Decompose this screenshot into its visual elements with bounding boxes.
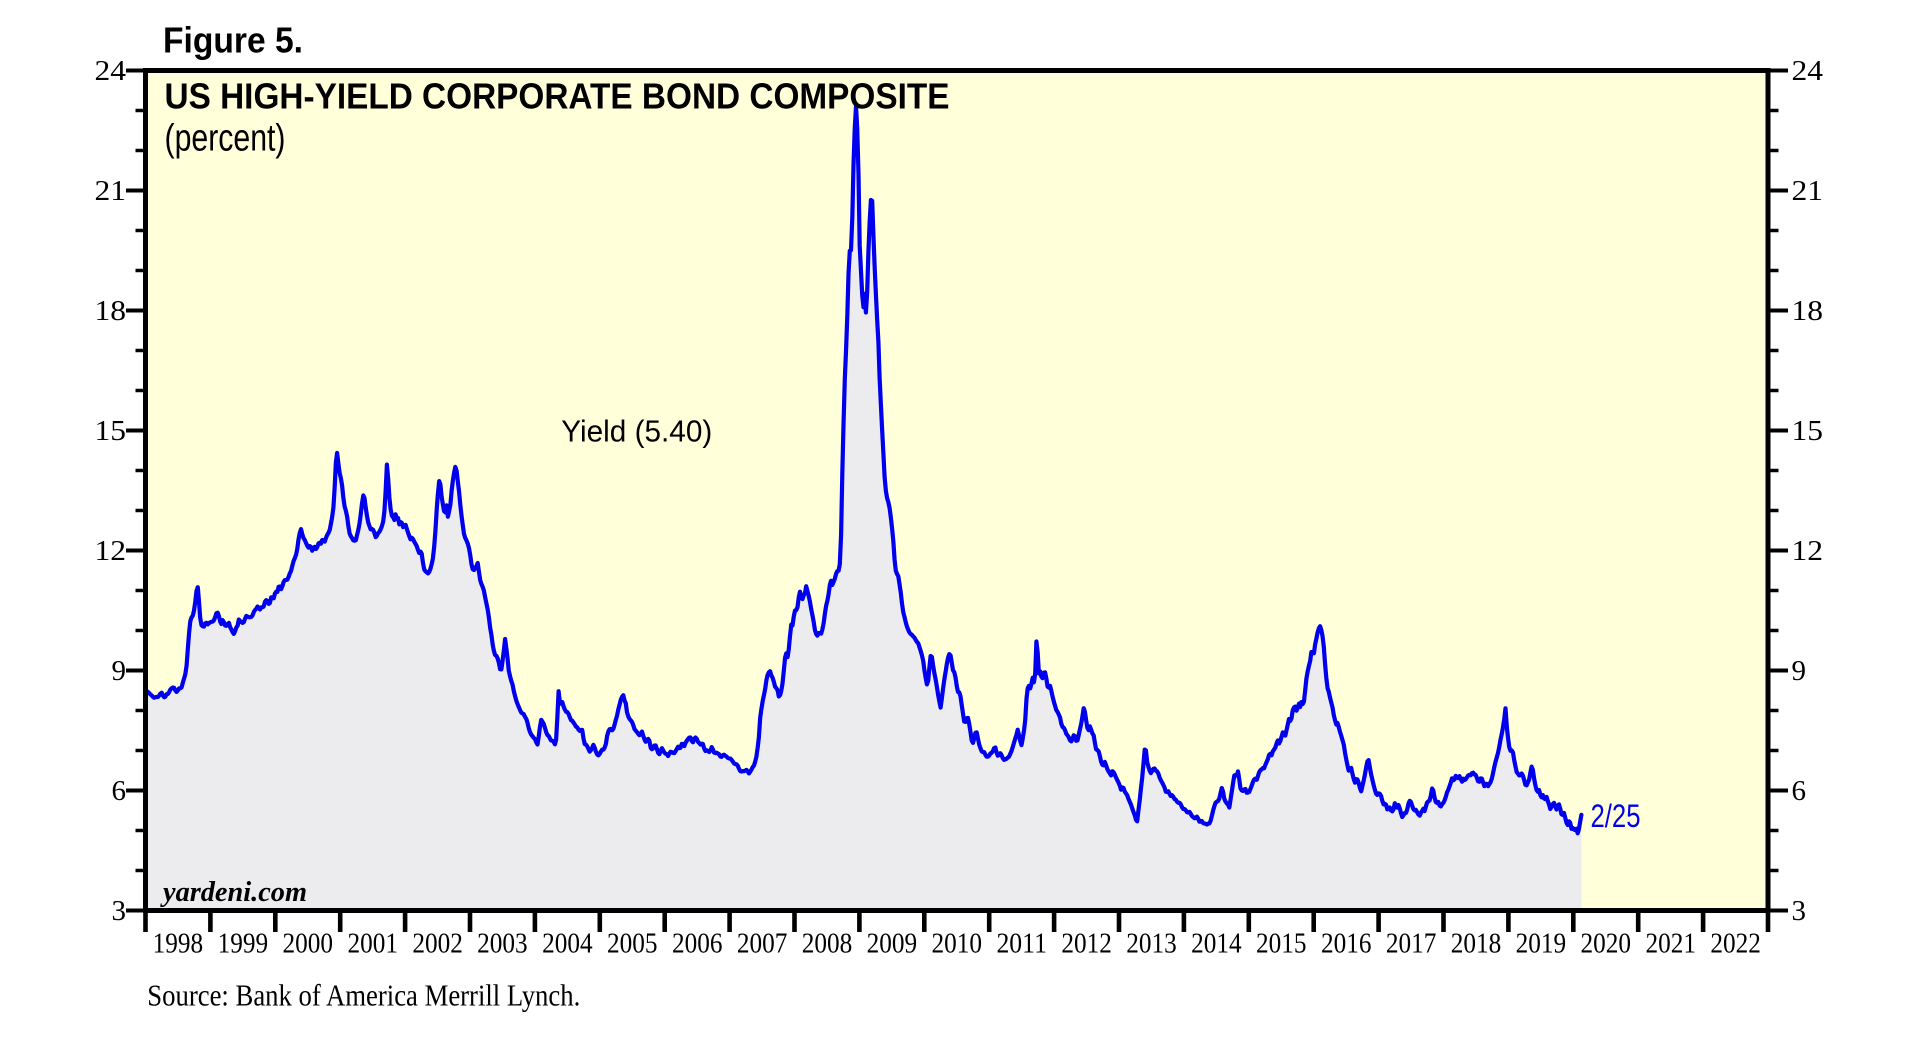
svg-text:9: 9 [1792, 655, 1807, 687]
svg-text:1999: 1999 [218, 928, 269, 960]
svg-text:2009: 2009 [867, 928, 918, 960]
svg-text:2014: 2014 [1191, 928, 1242, 960]
svg-text:2021: 2021 [1645, 928, 1696, 960]
svg-text:6: 6 [112, 775, 127, 807]
svg-text:2012: 2012 [1061, 928, 1112, 960]
svg-text:2008: 2008 [802, 928, 853, 960]
svg-text:2022: 2022 [1710, 928, 1761, 960]
svg-text:24: 24 [1792, 55, 1824, 87]
svg-text:2004: 2004 [542, 928, 593, 960]
svg-text:2002: 2002 [412, 928, 463, 960]
svg-text:2003: 2003 [477, 928, 528, 960]
svg-text:2020: 2020 [1581, 928, 1632, 960]
svg-text:2000: 2000 [283, 928, 334, 960]
svg-text:(percent): (percent) [165, 118, 286, 160]
svg-text:12: 12 [1792, 535, 1824, 567]
svg-text:15: 15 [95, 415, 127, 447]
svg-text:2018: 2018 [1451, 928, 1502, 960]
svg-text:12: 12 [95, 535, 127, 567]
svg-text:2011: 2011 [996, 928, 1047, 960]
svg-text:2013: 2013 [1126, 928, 1177, 960]
svg-text:1998: 1998 [153, 928, 204, 960]
svg-text:6: 6 [1792, 775, 1807, 807]
svg-text:Source: Bank of America Merril: Source: Bank of America Merrill Lynch. [147, 978, 580, 1013]
svg-text:2/25: 2/25 [1591, 798, 1641, 834]
svg-text:21: 21 [95, 175, 127, 207]
svg-text:2007: 2007 [737, 928, 788, 960]
svg-text:2019: 2019 [1516, 928, 1567, 960]
svg-text:US HIGH-YIELD CORPORATE BOND C: US HIGH-YIELD CORPORATE BOND COMPOSITE [165, 75, 950, 116]
svg-text:yardeni.com: yardeni.com [160, 876, 307, 908]
svg-text:Figure 5.: Figure 5. [163, 20, 303, 61]
svg-text:3: 3 [1792, 895, 1807, 927]
svg-text:2010: 2010 [932, 928, 983, 960]
svg-text:2016: 2016 [1321, 928, 1372, 960]
svg-text:2015: 2015 [1256, 928, 1307, 960]
svg-text:3: 3 [112, 895, 127, 927]
svg-text:18: 18 [95, 295, 127, 327]
svg-text:18: 18 [1792, 295, 1824, 327]
svg-text:2005: 2005 [607, 928, 658, 960]
svg-text:Yield (5.40): Yield (5.40) [561, 414, 712, 449]
svg-text:2006: 2006 [672, 928, 723, 960]
svg-text:2001: 2001 [347, 928, 398, 960]
svg-text:15: 15 [1792, 415, 1824, 447]
svg-text:2017: 2017 [1386, 928, 1437, 960]
svg-text:21: 21 [1792, 175, 1824, 207]
svg-text:24: 24 [95, 55, 127, 87]
svg-text:9: 9 [112, 655, 127, 687]
